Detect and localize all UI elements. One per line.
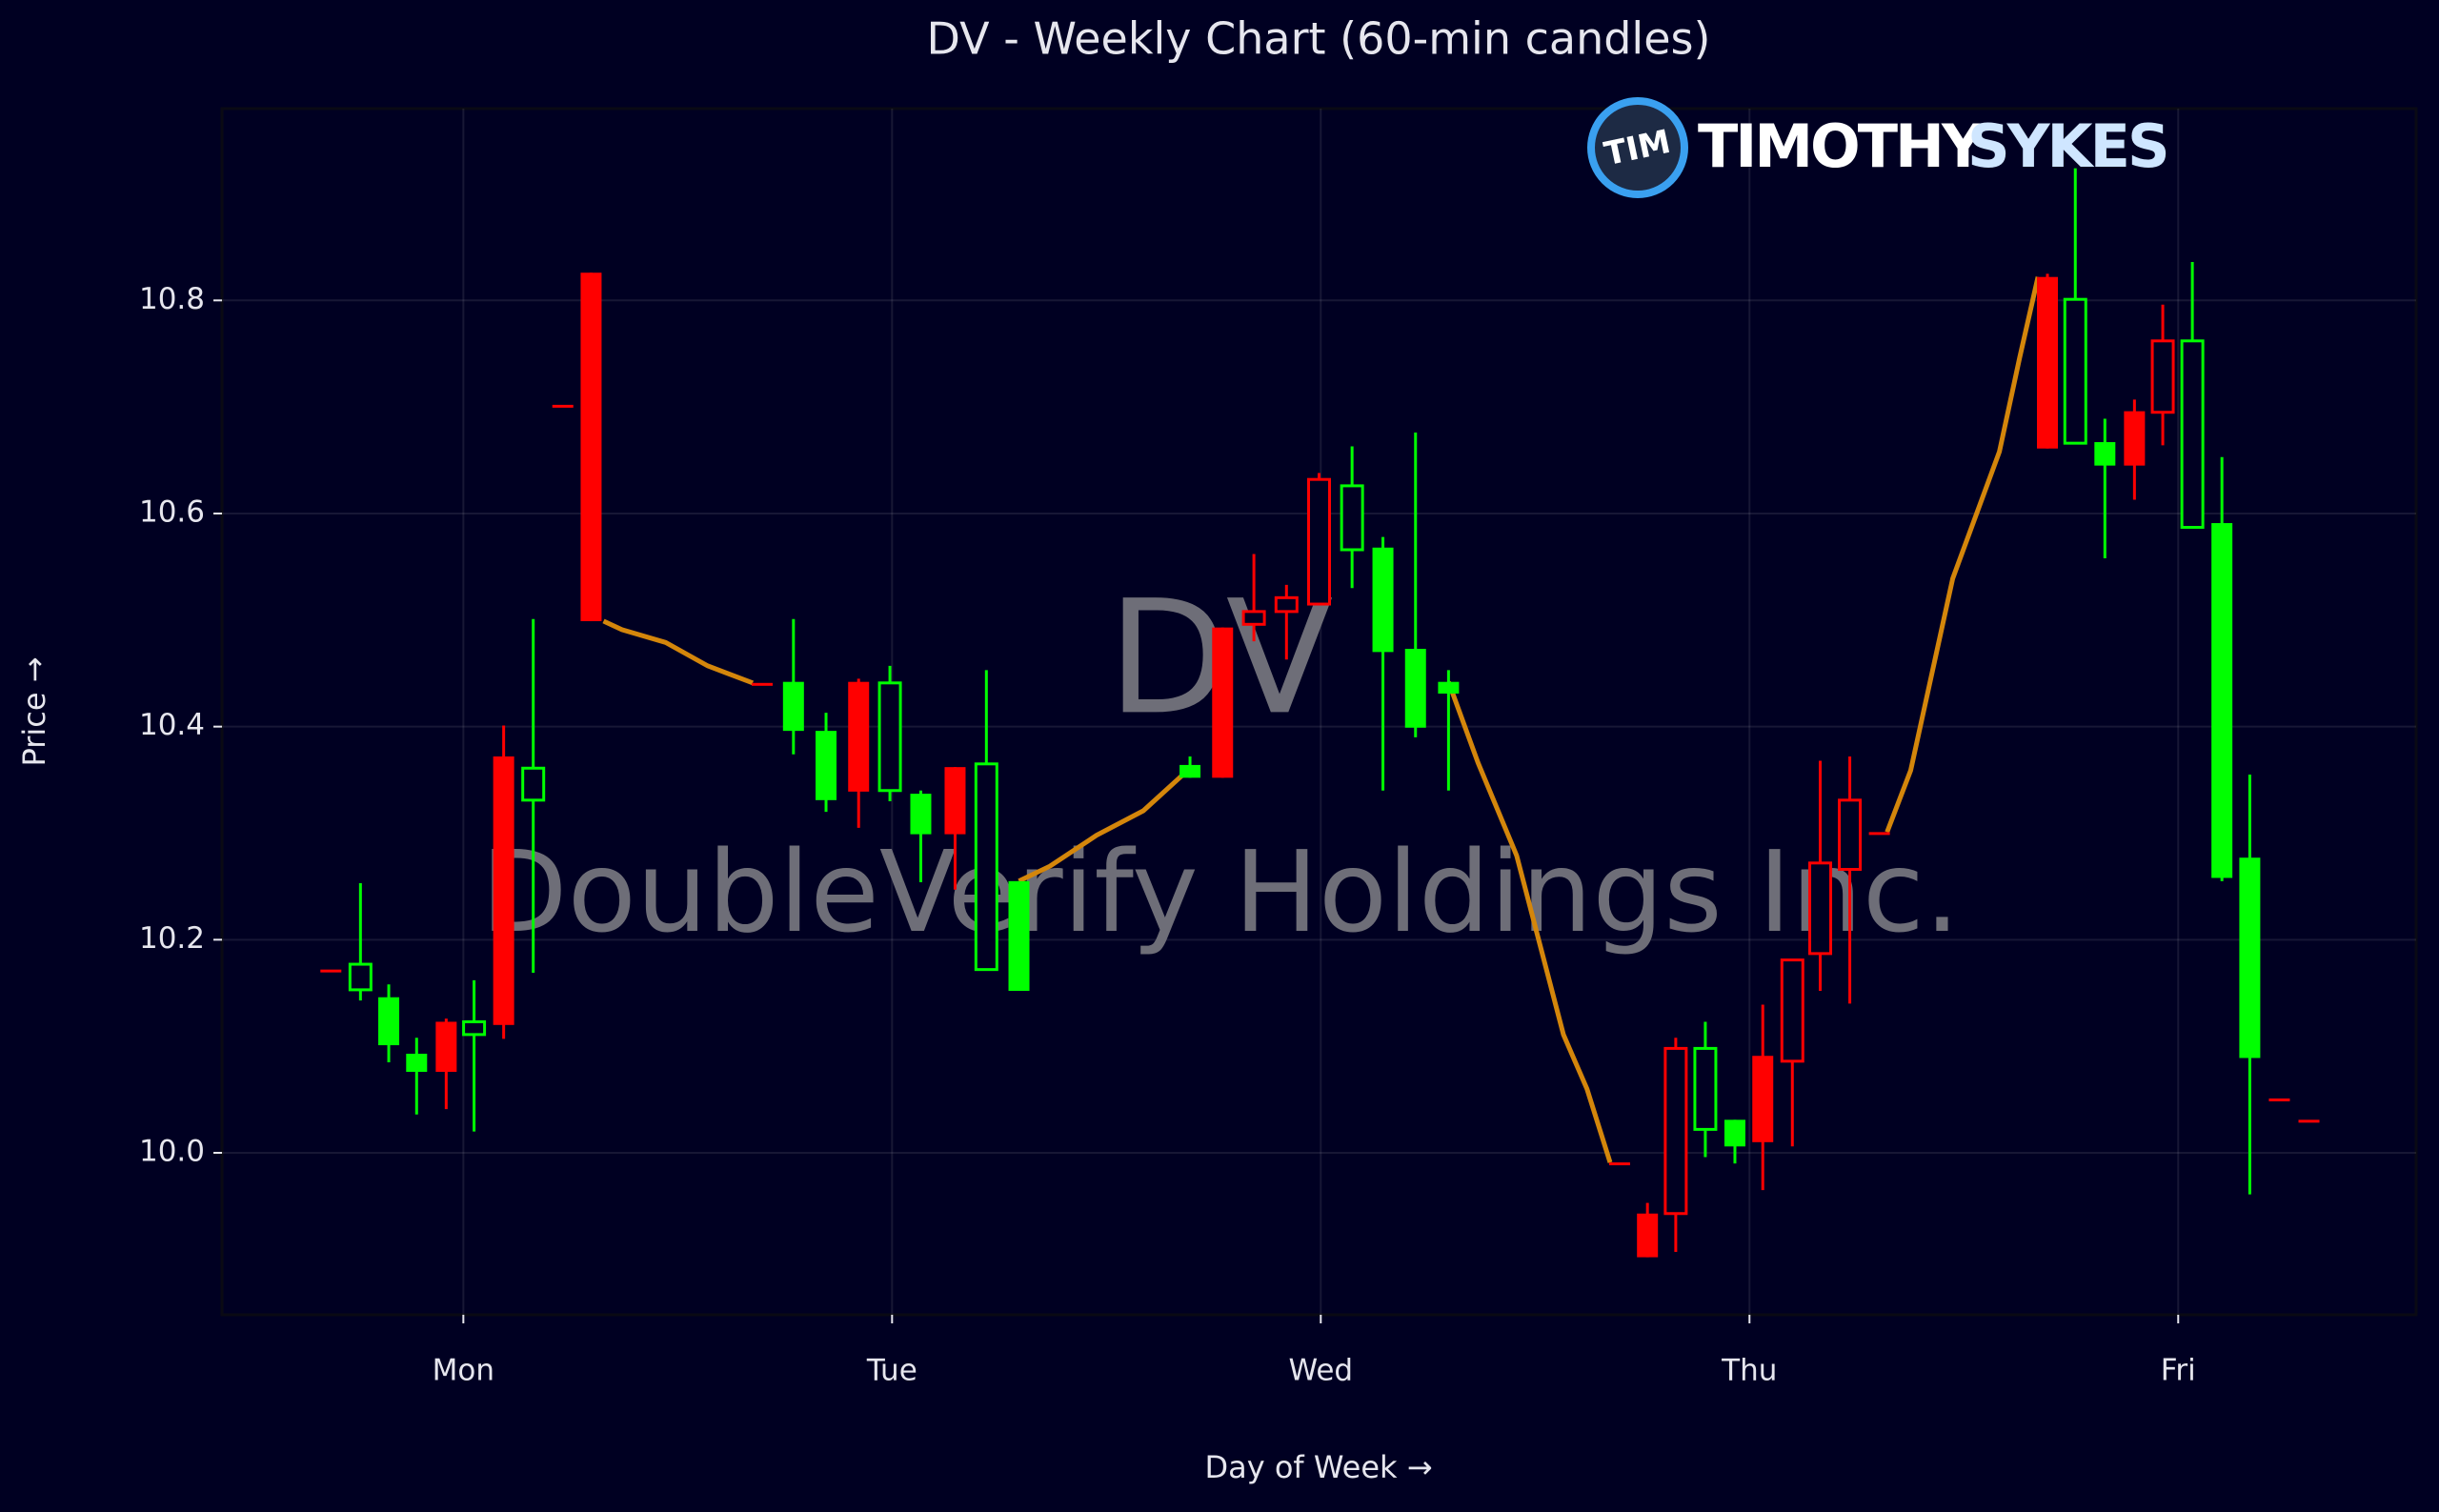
logo-badge xyxy=(1587,97,1688,198)
candle-body xyxy=(1868,832,1890,836)
candle-body xyxy=(1212,627,1234,778)
candle-body xyxy=(1693,1046,1718,1131)
candle-body xyxy=(406,1053,428,1073)
candle-body xyxy=(2239,857,2261,1058)
candle-body xyxy=(974,762,998,972)
x-tick-label: Tue xyxy=(866,1354,917,1388)
candle-body xyxy=(378,997,400,1046)
candle-body xyxy=(1780,958,1804,1063)
chart-title: DV - Weekly Chart (60-min candles) xyxy=(927,13,1711,65)
candle-body xyxy=(348,962,373,992)
x-axis-label: Day of Week → xyxy=(1204,1449,1432,1485)
candle-body xyxy=(1723,1119,1745,1147)
candle-body xyxy=(2211,523,2233,878)
candle-body xyxy=(782,681,804,732)
candle-body xyxy=(877,681,902,793)
candle-body xyxy=(1372,547,1394,653)
candle-body xyxy=(2124,411,2146,466)
candle-body xyxy=(1637,1213,1659,1258)
candle-body xyxy=(1404,649,1426,728)
candle-body xyxy=(493,756,514,1025)
candle-body xyxy=(848,681,870,792)
candle-body xyxy=(2063,297,2087,445)
candle-body xyxy=(435,1021,457,1073)
candle-body xyxy=(1752,1056,1774,1142)
candle-body xyxy=(1274,595,1299,614)
trend-line xyxy=(1446,680,1613,1163)
x-tick-label: Wed xyxy=(1289,1354,1354,1388)
candle-body xyxy=(2150,339,2175,414)
candle-body xyxy=(552,404,574,408)
logo-name: TIMOTHY xyxy=(1698,111,1985,181)
candle-body xyxy=(2094,442,2116,466)
watermark-company: DoubleVerify Holdings Inc. xyxy=(481,826,1960,958)
x-tick-label: Mon xyxy=(433,1354,494,1388)
logo-name2: SYKES xyxy=(1967,111,2167,181)
candle-body xyxy=(1663,1046,1688,1216)
candle-body xyxy=(910,794,932,835)
candle-body xyxy=(816,731,837,800)
y-axis-label: Price → xyxy=(16,656,52,766)
x-tick-label: Thu xyxy=(1721,1354,1777,1388)
candle-body xyxy=(2180,339,2205,530)
candle-body xyxy=(1340,484,1364,552)
candle-body xyxy=(751,682,773,686)
y-tick-label: 10.2 xyxy=(139,921,205,956)
candle-body xyxy=(1307,477,1331,606)
candle-body xyxy=(1241,610,1266,626)
candle-body xyxy=(1608,1162,1630,1166)
candle-body xyxy=(944,767,966,835)
trend-line xyxy=(1885,276,2041,834)
y-tick-label: 10.0 xyxy=(139,1135,205,1169)
y-tick-label: 10.6 xyxy=(139,494,205,529)
candle-body xyxy=(1179,764,1201,778)
candle-body xyxy=(1438,681,1460,694)
y-tick-label: 10.4 xyxy=(139,708,205,742)
y-tick-label: 10.8 xyxy=(139,282,205,316)
candle-body xyxy=(2298,1119,2320,1123)
candle-body xyxy=(320,969,342,973)
candle-body xyxy=(521,766,546,802)
candle-body xyxy=(580,272,602,621)
candle-body xyxy=(2268,1098,2290,1101)
candle-body xyxy=(1808,861,1833,956)
candle-body xyxy=(1838,798,1863,872)
candle-body xyxy=(1008,880,1030,992)
x-tick-label: Fri xyxy=(2161,1354,2196,1388)
candle-body xyxy=(2037,276,2059,449)
trend-line xyxy=(602,618,754,686)
trend-line xyxy=(1018,766,1192,884)
logo: TIM TIMOTHY SYKES xyxy=(1587,97,2170,198)
candle-body xyxy=(462,1019,487,1037)
